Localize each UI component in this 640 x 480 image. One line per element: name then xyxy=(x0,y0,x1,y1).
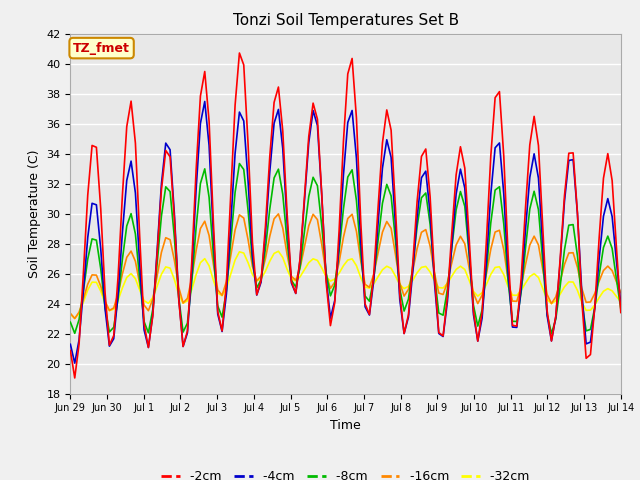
Legend:  -2cm,  -4cm,  -8cm,  -16cm,  -32cm: -2cm, -4cm, -8cm, -16cm, -32cm xyxy=(156,465,535,480)
Title: Tonzi Soil Temperatures Set B: Tonzi Soil Temperatures Set B xyxy=(232,13,459,28)
X-axis label: Time: Time xyxy=(330,419,361,432)
Y-axis label: Soil Temperature (C): Soil Temperature (C) xyxy=(28,149,41,278)
Text: TZ_fmet: TZ_fmet xyxy=(73,42,130,55)
